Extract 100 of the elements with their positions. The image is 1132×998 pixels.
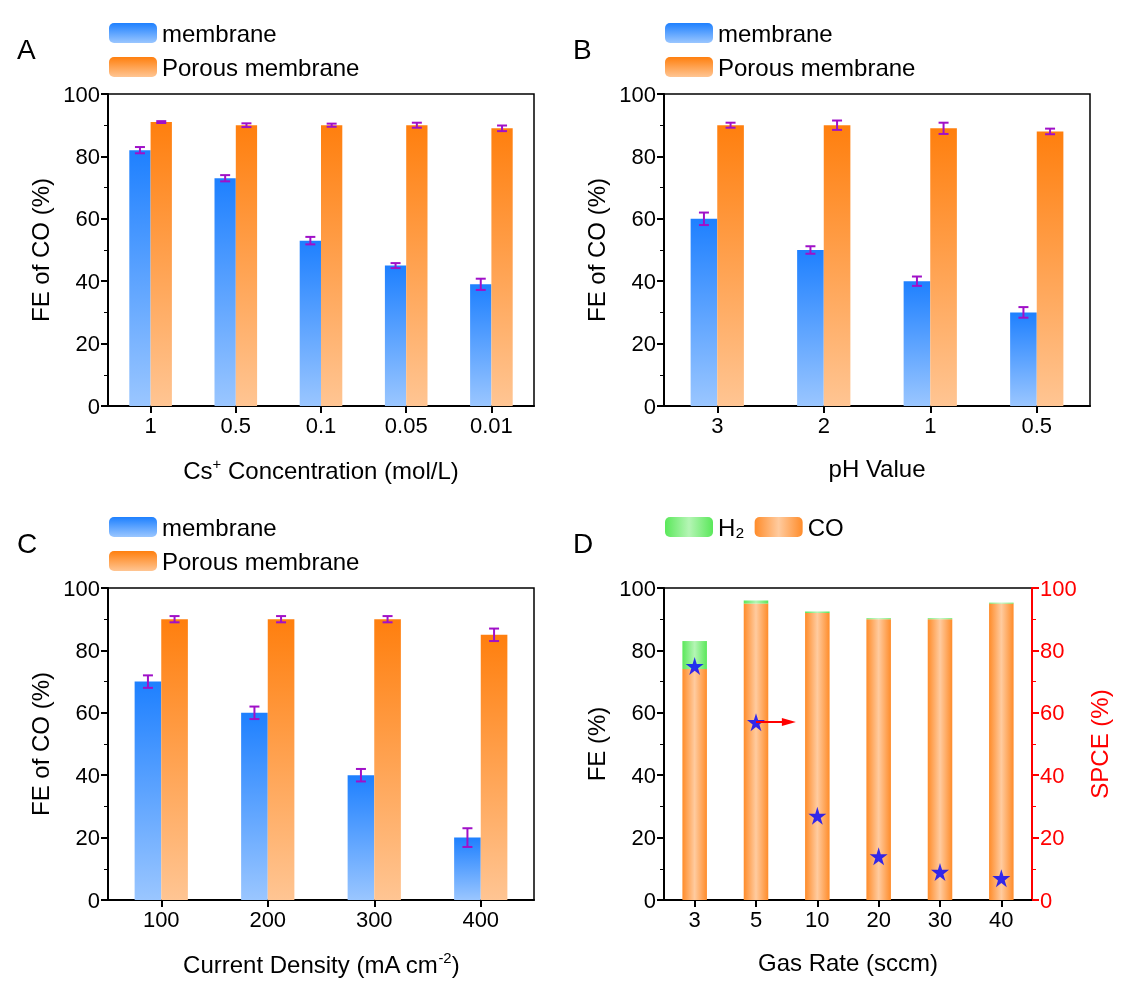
y2-tick-label: 100	[1040, 575, 1077, 601]
y2-axis-title: SPCE (%)	[1086, 689, 1114, 799]
y-tick-label: 0	[643, 393, 656, 419]
y-tick-label: 60	[75, 206, 100, 232]
y-axis-title: FE of CO (%)	[582, 177, 610, 323]
bar	[743, 600, 769, 604]
bar	[743, 603, 769, 900]
bar	[454, 837, 481, 900]
bar	[1036, 131, 1064, 406]
chart-title: C	[17, 527, 38, 559]
x-axis-title: Gas Rate (sccm)	[757, 948, 939, 976]
bar	[717, 125, 744, 406]
legend-label: membrane	[718, 19, 833, 47]
bar	[690, 218, 718, 406]
x-axis-title: Cs+ Concentration (mol/L)	[183, 455, 459, 485]
point	[808, 806, 827, 825]
bar	[930, 128, 957, 406]
x-tick-label: 0.05	[384, 412, 428, 438]
y2-tick-label: 60	[1040, 700, 1065, 726]
x-tick-label: 0.01	[469, 412, 513, 438]
bar	[406, 125, 428, 406]
bar	[235, 125, 258, 406]
x-tick-label: 2	[817, 412, 830, 438]
y-tick-label: 40	[631, 762, 656, 788]
bar	[150, 122, 172, 406]
x-tick-label: 400	[462, 906, 500, 932]
bar	[805, 612, 830, 900]
legend-label: membrane	[162, 513, 277, 541]
bar	[267, 619, 295, 900]
point	[685, 657, 704, 675]
x-tick-label: 300	[355, 906, 393, 932]
y2-tick-label: 40	[1040, 762, 1065, 788]
bar	[214, 178, 236, 406]
x-tick-label: 20	[866, 906, 891, 932]
y-tick-label: 100	[619, 575, 656, 601]
x-tick-label: 10	[805, 906, 830, 932]
point	[869, 847, 888, 866]
y-tick-label: 20	[75, 825, 100, 851]
bar	[682, 641, 707, 670]
bar	[491, 128, 513, 406]
bar	[321, 125, 343, 406]
y-tick-label: 80	[631, 143, 656, 169]
y-tick-label: 20	[631, 825, 656, 851]
legend-label: Porous membrane	[162, 547, 360, 575]
bar	[374, 619, 401, 900]
legend-label: Porous membrane	[162, 53, 360, 81]
bar	[989, 603, 1014, 900]
x-tick-label: 40	[989, 906, 1014, 932]
y-tick-label: 40	[631, 268, 656, 294]
x-tick-label: 3	[711, 412, 724, 438]
y-tick-label: 80	[631, 637, 656, 663]
x-tick-label: 0.1	[305, 412, 337, 438]
x-tick-label: 200	[249, 906, 287, 932]
y-tick-label: 0	[643, 887, 656, 913]
bar	[129, 150, 151, 406]
x-tick-label: 5	[749, 906, 763, 932]
y-axis-title: FE of CO (%)	[26, 177, 54, 323]
bar	[927, 619, 953, 900]
bar	[384, 265, 407, 406]
chart-title: A	[17, 33, 36, 65]
y-tick-label: 100	[63, 81, 100, 107]
legend-label: CO	[807, 513, 844, 541]
x-tick-label: 3	[688, 906, 701, 932]
x-tick-label: 0.5	[1021, 412, 1053, 438]
x-tick-label: 1	[144, 412, 157, 438]
bar	[299, 240, 321, 406]
bar	[797, 250, 824, 406]
chart-title: D	[573, 527, 594, 559]
bar	[347, 775, 375, 900]
y-tick-label: 40	[75, 762, 100, 788]
y2-tick-label: 20	[1040, 825, 1065, 851]
y-axis-title: FE (%)	[582, 706, 610, 782]
bar	[866, 619, 891, 900]
point	[992, 869, 1011, 888]
legend-label: Porous membrane	[718, 53, 916, 81]
y-axis-title: FE of CO (%)	[26, 671, 54, 817]
bar	[134, 681, 162, 900]
y2-tick-label: 0	[1040, 887, 1053, 913]
x-tick-label: 30	[927, 906, 953, 932]
bar	[903, 281, 931, 406]
y-tick-label: 100	[63, 575, 100, 601]
y-tick-label: 80	[75, 637, 100, 663]
y-tick-label: 20	[631, 331, 656, 357]
bar	[480, 634, 508, 900]
x-tick-label: 1	[924, 412, 937, 438]
x-tick-label: 100	[142, 906, 180, 932]
y-tick-label: 0	[87, 887, 100, 913]
bar	[161, 619, 188, 900]
chart-title: B	[573, 33, 592, 65]
bar	[1010, 312, 1037, 406]
bar	[823, 125, 851, 406]
x-tick-label: 0.5	[220, 412, 252, 438]
y-tick-label: 60	[75, 700, 100, 726]
bar	[682, 669, 707, 900]
bar	[470, 284, 492, 406]
point	[931, 862, 949, 881]
y2-tick-label: 80	[1040, 637, 1065, 663]
y-tick-label: 100	[619, 81, 656, 107]
y-tick-label: 0	[87, 393, 100, 419]
x-axis-title: pH Value	[828, 454, 926, 482]
